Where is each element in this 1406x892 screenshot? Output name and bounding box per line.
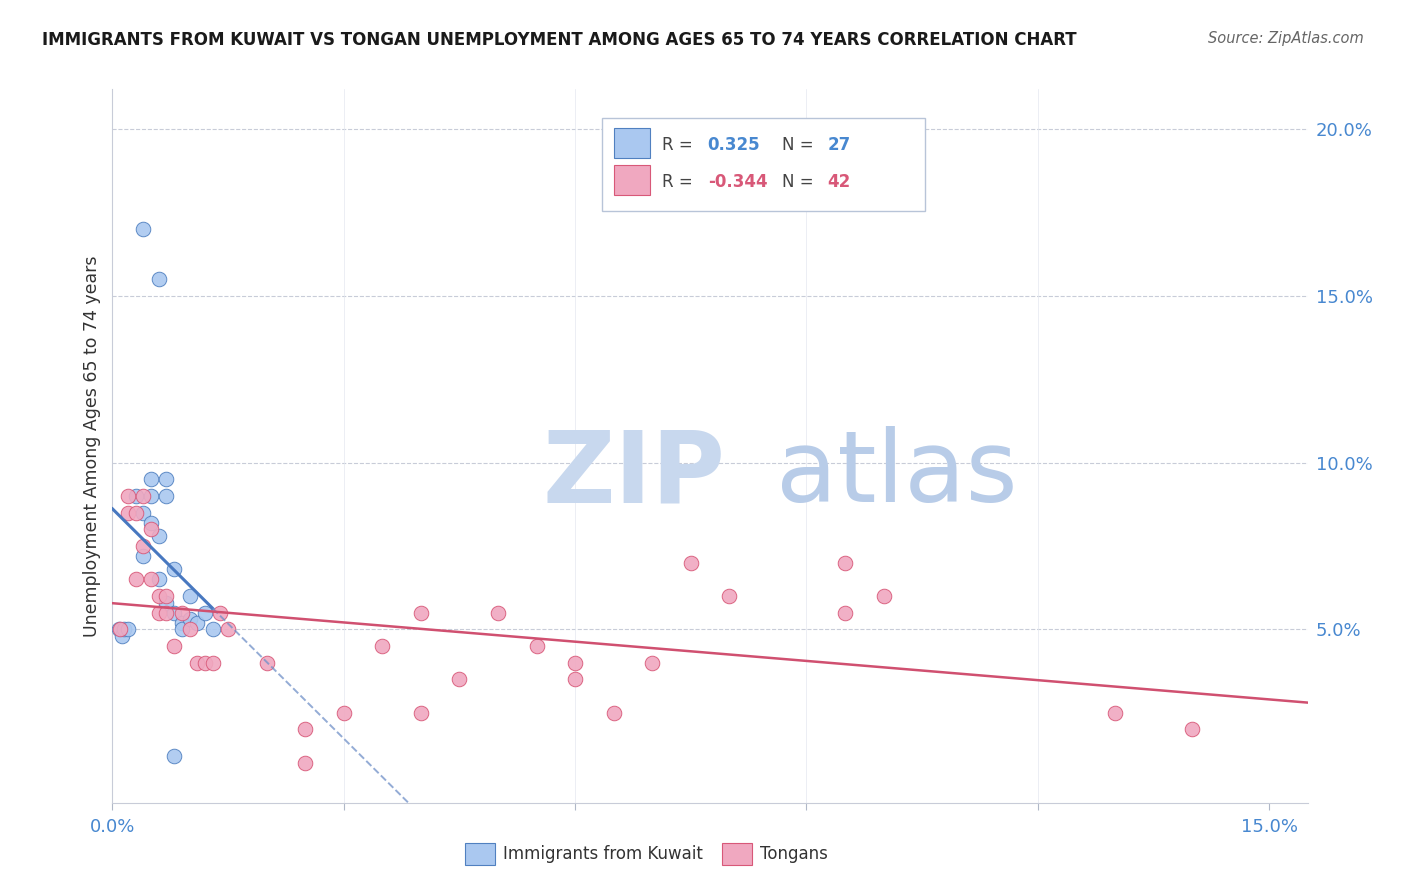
Point: [107, 623, 129, 637]
Point: [155, 472, 177, 486]
Text: 0.325: 0.325: [707, 136, 761, 153]
Point: [117, 489, 139, 503]
Point: [124, 506, 146, 520]
Text: atlas: atlas: [776, 426, 1018, 523]
Point: [139, 489, 162, 503]
Y-axis label: Unemployment Among Ages 65 to 74 years: Unemployment Among Ages 65 to 74 years: [83, 255, 101, 637]
Bar: [723, 844, 752, 865]
Point: [148, 589, 170, 603]
Point: [194, 606, 217, 620]
Point: [294, 756, 316, 770]
Point: [155, 489, 177, 503]
Point: [256, 656, 278, 670]
Point: [186, 615, 208, 630]
Point: [409, 706, 432, 720]
Point: [179, 623, 201, 637]
Point: [124, 573, 146, 587]
Point: [139, 522, 162, 536]
Text: 27: 27: [827, 136, 851, 153]
Point: [163, 639, 186, 653]
Point: [112, 623, 135, 637]
Point: [132, 489, 155, 503]
Point: [217, 623, 239, 637]
Text: 42: 42: [827, 173, 851, 191]
Point: [179, 612, 201, 626]
Point: [148, 529, 170, 543]
Point: [139, 516, 162, 530]
Point: [117, 623, 139, 637]
Point: [679, 556, 702, 570]
Point: [641, 656, 664, 670]
Point: [139, 472, 162, 486]
Text: ZIP: ZIP: [543, 426, 725, 523]
Point: [139, 573, 162, 587]
Point: [209, 606, 232, 620]
Point: [148, 573, 170, 587]
Point: [148, 606, 170, 620]
Point: [1104, 706, 1126, 720]
Point: [111, 629, 134, 643]
Point: [163, 562, 186, 576]
Point: [1181, 723, 1204, 737]
Text: N =: N =: [782, 173, 818, 191]
Point: [526, 639, 548, 653]
Point: [117, 506, 139, 520]
Point: [201, 656, 224, 670]
Text: Source: ZipAtlas.com: Source: ZipAtlas.com: [1208, 31, 1364, 46]
Point: [186, 656, 208, 670]
Point: [163, 749, 186, 764]
Point: [294, 723, 316, 737]
Point: [155, 606, 177, 620]
Point: [155, 596, 177, 610]
Point: [179, 589, 201, 603]
Point: [148, 272, 170, 286]
Text: R =: R =: [662, 173, 699, 191]
Point: [371, 639, 394, 653]
Point: [132, 222, 155, 236]
Bar: [614, 128, 650, 158]
Point: [834, 556, 856, 570]
Point: [872, 589, 894, 603]
Point: [194, 656, 217, 670]
Point: [201, 623, 224, 637]
Point: [170, 615, 193, 630]
Point: [155, 589, 177, 603]
Point: [409, 606, 432, 620]
Point: [718, 589, 741, 603]
Bar: [602, 118, 925, 211]
Point: [170, 606, 193, 620]
Point: [564, 656, 586, 670]
Bar: [465, 844, 495, 865]
Bar: [614, 165, 650, 194]
Point: [170, 623, 193, 637]
Point: [132, 506, 155, 520]
Text: N =: N =: [782, 136, 818, 153]
Point: [602, 706, 624, 720]
Point: [132, 549, 155, 563]
Point: [124, 489, 146, 503]
Text: R =: R =: [662, 136, 699, 153]
Point: [108, 623, 131, 637]
Point: [834, 606, 856, 620]
Point: [132, 539, 155, 553]
Text: Tongans: Tongans: [761, 846, 828, 863]
Point: [163, 606, 186, 620]
Point: [486, 606, 509, 620]
Point: [333, 706, 356, 720]
Text: IMMIGRANTS FROM KUWAIT VS TONGAN UNEMPLOYMENT AMONG AGES 65 TO 74 YEARS CORRELAT: IMMIGRANTS FROM KUWAIT VS TONGAN UNEMPLO…: [42, 31, 1077, 49]
Point: [564, 673, 586, 687]
Text: -0.344: -0.344: [707, 173, 768, 191]
Text: Immigrants from Kuwait: Immigrants from Kuwait: [503, 846, 703, 863]
Point: [449, 673, 471, 687]
